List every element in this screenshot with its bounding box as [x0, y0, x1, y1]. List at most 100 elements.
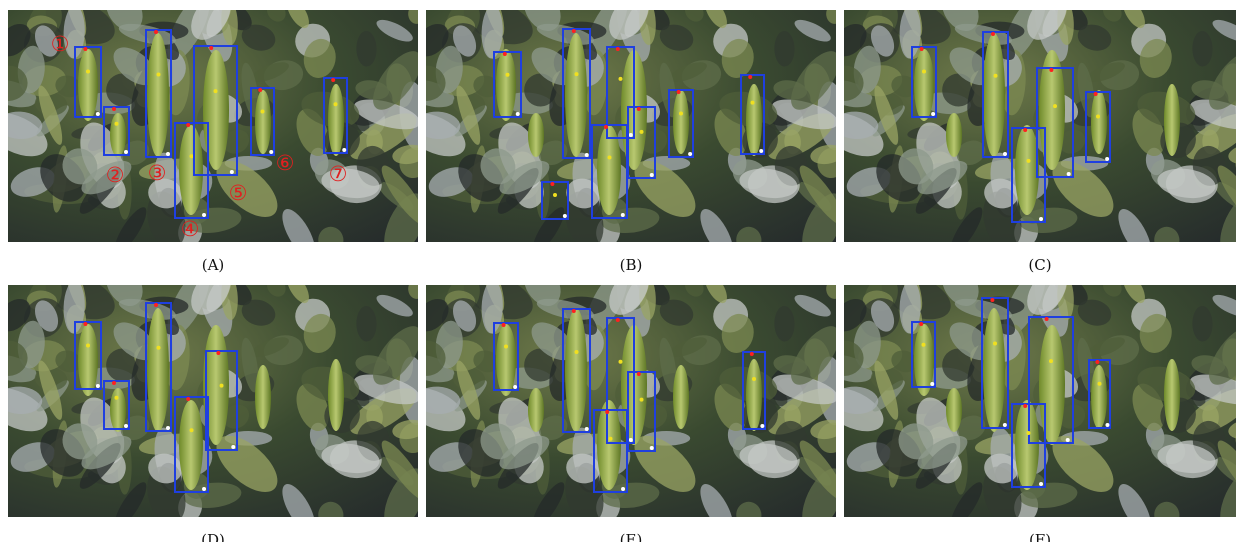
keypoint — [1094, 92, 1098, 96]
keypoint — [1105, 157, 1109, 161]
keypoint — [679, 111, 683, 115]
caption: (F) — [1029, 531, 1051, 542]
keypoint — [157, 72, 161, 76]
keypoint — [1003, 423, 1007, 427]
keypoint — [604, 125, 608, 129]
keypoint — [112, 107, 116, 111]
keypoint — [1105, 423, 1109, 427]
keypoint — [1096, 115, 1100, 119]
keypoint — [1039, 217, 1043, 221]
keypoint — [619, 77, 623, 81]
panel — [397, 257, 853, 538]
keypoint — [931, 112, 935, 116]
keypoint — [214, 89, 218, 93]
caption: (C) — [1028, 256, 1051, 274]
keypoint — [186, 397, 190, 401]
photo — [815, 0, 1244, 263]
keypoint — [605, 410, 609, 414]
keypoint — [342, 148, 346, 152]
marker: ⑤ — [229, 181, 248, 205]
keypoint — [920, 47, 924, 51]
keypoint — [220, 384, 224, 388]
panel — [0, 257, 434, 538]
keypoint — [637, 107, 641, 111]
keypoint — [1049, 359, 1053, 363]
marker: ① — [51, 32, 70, 56]
keypoint — [1098, 382, 1102, 386]
keypoint — [930, 382, 934, 386]
keypoint — [922, 343, 926, 347]
keypoint — [572, 29, 576, 33]
keypoint — [331, 78, 335, 82]
figure: ①②③④⑤⑥⑦(A)(B)(C)(D)(E)(F) — [0, 0, 1244, 542]
keypoint — [553, 193, 557, 197]
keypoint — [216, 351, 220, 355]
keypoint — [1049, 68, 1053, 72]
marker: ③ — [148, 161, 167, 185]
keypoint — [1023, 128, 1027, 132]
photo — [397, 257, 853, 538]
keypoint — [166, 426, 170, 430]
keypoint — [202, 213, 206, 217]
caption: (D) — [201, 531, 225, 542]
keypoint — [115, 396, 119, 400]
keypoint — [1045, 317, 1049, 321]
keypoint — [334, 102, 338, 106]
marker: ⑥ — [276, 151, 295, 175]
photo — [0, 257, 434, 538]
keypoint — [994, 74, 998, 78]
keypoint — [629, 133, 633, 137]
keypoint — [760, 424, 764, 428]
keypoint — [650, 173, 654, 177]
keypoint — [190, 154, 194, 158]
keypoint — [993, 342, 997, 346]
keypoint — [572, 309, 576, 313]
keypoint — [124, 424, 128, 428]
keypoint — [1039, 482, 1043, 486]
keypoint — [640, 130, 644, 134]
keypoint — [261, 109, 265, 113]
keypoint — [637, 372, 641, 376]
panel — [815, 0, 1244, 263]
keypoint — [677, 90, 681, 94]
keypoint — [86, 343, 90, 347]
keypoint — [209, 46, 213, 50]
keypoint — [1023, 404, 1027, 408]
keypoint — [230, 170, 234, 174]
keypoint — [616, 47, 620, 51]
marker: ② — [106, 163, 125, 187]
keypoint — [621, 487, 625, 491]
keypoint — [608, 156, 612, 160]
keypoint — [748, 75, 752, 79]
keypoint — [258, 88, 262, 92]
keypoint — [269, 150, 273, 154]
keypoint — [186, 123, 190, 127]
keypoint — [550, 182, 554, 186]
keypoint — [1027, 159, 1031, 163]
caption: (E) — [620, 531, 643, 542]
keypoint — [609, 437, 613, 441]
keypoint — [650, 446, 654, 450]
keypoint — [640, 398, 644, 402]
keypoint — [752, 377, 756, 381]
keypoint — [503, 52, 507, 56]
keypoint — [83, 322, 87, 326]
keypoint — [621, 213, 625, 217]
keypoint — [504, 344, 508, 348]
keypoint — [157, 346, 161, 350]
keypoint — [688, 152, 692, 156]
caption: (B) — [620, 256, 643, 274]
keypoint — [506, 73, 510, 77]
keypoint — [619, 360, 623, 364]
keypoint — [96, 384, 100, 388]
keypoint — [750, 352, 754, 356]
keypoint — [616, 318, 620, 322]
keypoint — [585, 427, 589, 431]
keypoint — [112, 381, 116, 385]
keypoint — [991, 32, 995, 36]
keypoint — [629, 438, 633, 442]
keypoint — [1066, 438, 1070, 442]
keypoint — [919, 322, 923, 326]
keypoint — [1027, 431, 1031, 435]
